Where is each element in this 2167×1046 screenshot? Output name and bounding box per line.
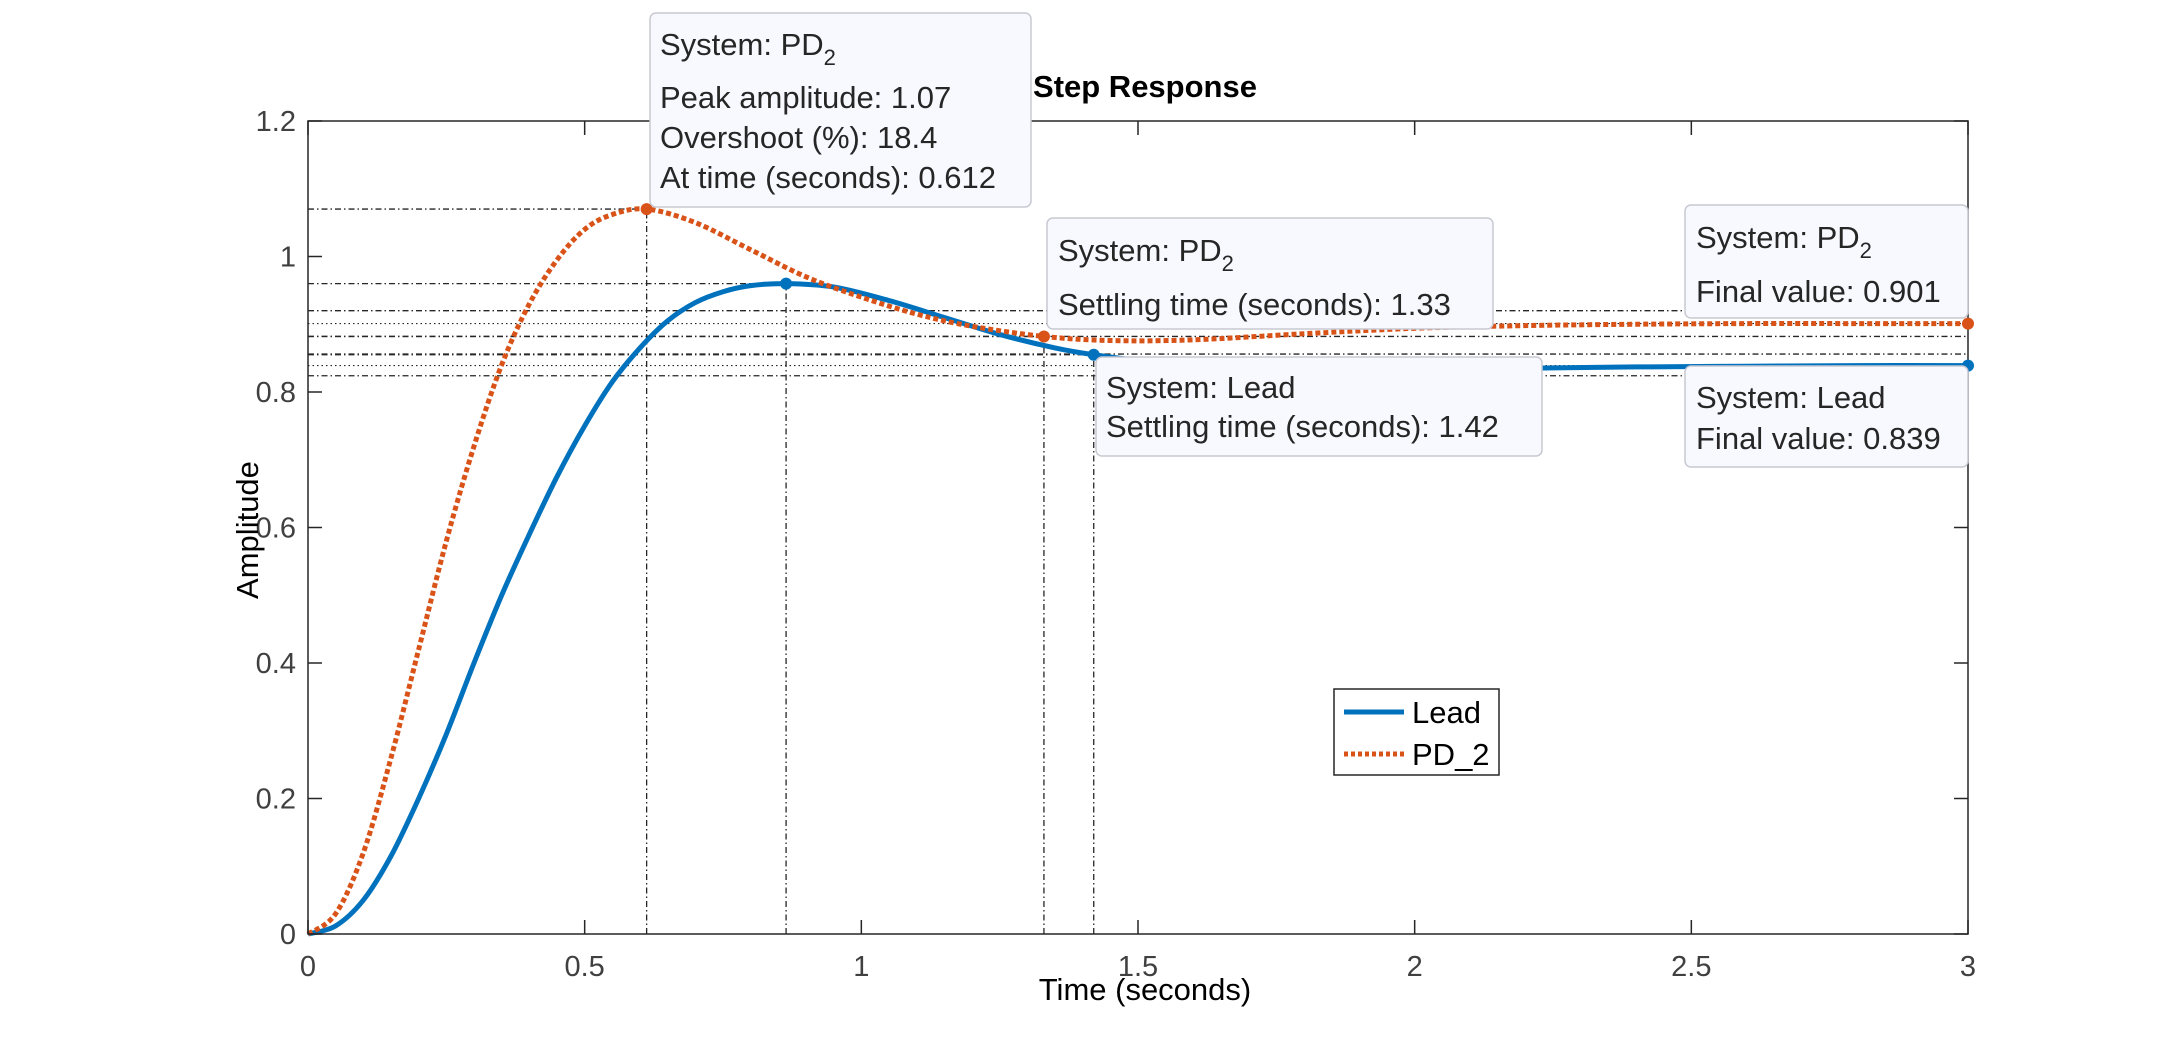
x-tick-label: 2.5: [1671, 951, 1711, 983]
datatip-system-label: System: PD2: [1058, 233, 1234, 276]
datatip-system-label: System: PD2: [1696, 220, 1872, 263]
datatip-system-label: System: Lead: [1106, 370, 1296, 405]
datatip-lead-settling[interactable]: System: Lead Settling time (seconds): 1.…: [1095, 356, 1543, 457]
datatip-line: Final value: 0.839: [1696, 421, 1941, 456]
y-tick-label: 0.6: [256, 513, 296, 545]
y-tick-label: 0.8: [256, 377, 296, 409]
y-tick-label: 0.4: [256, 648, 296, 680]
datatip-system-label: System: Lead: [1696, 380, 1886, 415]
datatip-line: Peak amplitude: 1.07: [660, 80, 951, 115]
legend: Lead PD_2: [1333, 688, 1500, 776]
datatip-box: [649, 12, 1032, 208]
x-tick-label: 0: [300, 951, 316, 983]
chart-title: Step Response: [1033, 69, 1257, 104]
legend-label-pd2: PD_2: [1412, 737, 1490, 772]
x-tick-label: 1.5: [1118, 951, 1158, 983]
x-axis-label: Time (seconds): [1039, 972, 1251, 1007]
datatip-box: [1684, 365, 1969, 468]
datatip-line: At time (seconds): 0.612: [660, 160, 996, 195]
datatip-box: [1046, 217, 1494, 330]
datatip-line: Settling time (seconds): 1.42: [1106, 409, 1499, 444]
x-tick-label: 3: [1960, 951, 1976, 983]
series-line-pd-2: [306, 206, 1968, 937]
datatip-pd2-peak[interactable]: System: PD2 Peak amplitude: 1.07 Oversho…: [649, 12, 1032, 208]
legend-box: [1333, 688, 1500, 776]
datatip-line: Overshoot (%): 18.4: [660, 120, 937, 155]
axes: 0 0.5 1 1.5 2 2.5 3 0 0.2 0.4 0.6 0.8 1 1.2: [256, 106, 1976, 983]
y-tick-label: 0: [280, 919, 296, 951]
datatip-box: [1095, 356, 1543, 457]
marker-lead: [780, 277, 793, 290]
y-axis-label: Amplitude: [230, 461, 265, 599]
datatip-box: [1684, 204, 1969, 319]
reference-lines: [308, 208, 1968, 934]
legend-label-lead: Lead: [1412, 695, 1481, 730]
datatip-pd2-settling[interactable]: System: PD2 Settling time (seconds): 1.3…: [1046, 217, 1494, 330]
marker-layer: [640, 203, 1974, 372]
x-tick-label: 0.5: [565, 951, 605, 983]
datatip-pd2-final[interactable]: System: PD2 Final value: 0.901: [1684, 204, 1969, 319]
datatip-line: Final value: 0.901: [1696, 274, 1941, 309]
datatip-system-label: System: PD2: [660, 27, 836, 70]
y-tick-label: 1.2: [256, 106, 296, 138]
y-tick-label: 0.2: [256, 784, 296, 816]
y-tick-label: 1: [280, 242, 296, 274]
datatip-lead-final[interactable]: System: Lead Final value: 0.839: [1684, 365, 1969, 468]
marker-lead: [1087, 348, 1100, 361]
marker-pd-2: [640, 203, 653, 216]
marker-pd-2: [1037, 330, 1050, 343]
x-tick-label: 1: [853, 951, 869, 983]
x-tick-label: 2: [1407, 951, 1423, 983]
marker-pd-2: [1962, 317, 1974, 330]
datatip-line: Settling time (seconds): 1.33: [1058, 287, 1451, 322]
